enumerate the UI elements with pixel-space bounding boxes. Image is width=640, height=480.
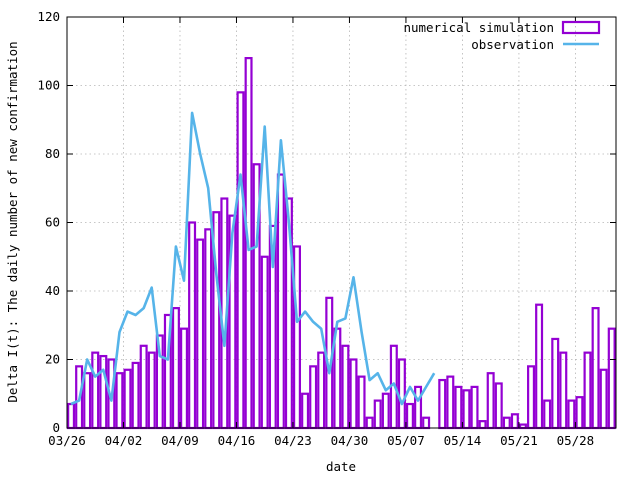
simulation-bar xyxy=(99,354,108,430)
simulation-bar xyxy=(478,420,487,430)
simulation-bar xyxy=(196,238,205,430)
x-tick-label: 04/30 xyxy=(331,433,369,448)
observation-line-layer xyxy=(70,111,436,406)
simulation-bar xyxy=(67,402,76,430)
simulation-bar xyxy=(115,372,124,430)
simulation-bar xyxy=(462,389,471,430)
x-tick-label: 04/09 xyxy=(161,433,199,448)
simulation-bar xyxy=(607,327,616,430)
legend: numerical simulation observation xyxy=(403,20,601,52)
simulation-bar xyxy=(301,392,310,430)
x-tick-label: 05/28 xyxy=(557,433,595,448)
observation-line xyxy=(70,111,436,406)
simulation-bar xyxy=(365,416,374,430)
simulation-bar xyxy=(260,255,269,430)
x-tick-label: 04/02 xyxy=(105,433,143,448)
x-tick-label: 05/14 xyxy=(444,433,482,448)
simulation-bar xyxy=(147,351,156,430)
simulation-bar xyxy=(171,307,180,430)
simulation-bar xyxy=(510,413,519,430)
legend-label-simulation: numerical simulation xyxy=(403,20,554,35)
simulation-bar xyxy=(139,344,148,430)
tick-labels: 0 20 40 60 80 100 120 03/26 04/02 04/09 04/16 04/23… xyxy=(37,9,594,448)
x-tick-label: 04/16 xyxy=(218,433,256,448)
simulation-bar xyxy=(91,351,100,430)
simulation-bar xyxy=(446,375,455,430)
simulation-bar xyxy=(502,416,511,430)
simulation-bar xyxy=(204,228,213,430)
simulation-bar xyxy=(575,396,584,430)
simulation-bar xyxy=(543,399,552,430)
simulation-bar xyxy=(188,221,197,430)
legend-label-observation: observation xyxy=(471,37,554,52)
simulation-bar xyxy=(422,416,431,430)
x-tick-label: 03/26 xyxy=(48,433,86,448)
simulation-bar xyxy=(83,372,92,430)
y-tick-label: 120 xyxy=(37,9,60,24)
simulation-bar xyxy=(381,392,390,430)
simulation-bar xyxy=(292,245,302,430)
gridlines xyxy=(67,17,616,428)
y-tick-label: 80 xyxy=(45,146,60,161)
y-tick-label: 20 xyxy=(45,352,60,367)
y-tick-label: 0 xyxy=(52,420,60,435)
simulation-bar xyxy=(317,351,326,430)
simulation-bar xyxy=(486,372,495,430)
legend-swatch-simulation xyxy=(561,20,601,35)
simulation-bar xyxy=(131,361,140,430)
simulation-bar xyxy=(583,351,592,430)
simulation-bar xyxy=(535,303,544,430)
x-tick-label: 04/23 xyxy=(274,433,312,448)
simulation-bar xyxy=(309,365,318,430)
simulation-bar xyxy=(494,382,503,430)
simulation-bar xyxy=(438,378,447,430)
x-axis-label: date xyxy=(326,459,356,474)
simulation-bar xyxy=(333,327,342,430)
simulation-bar xyxy=(405,402,414,430)
simulation-bar xyxy=(236,91,245,430)
simulation-bar xyxy=(373,399,382,430)
simulation-bar xyxy=(470,385,479,430)
simulation-bar xyxy=(397,358,406,430)
simulation-bars xyxy=(67,56,616,430)
simulation-bar xyxy=(414,385,423,430)
simulation-bar xyxy=(559,351,568,430)
simulation-bar xyxy=(454,385,463,430)
simulation-bar xyxy=(341,344,350,430)
simulation-bar xyxy=(567,399,576,430)
y-tick-label: 60 xyxy=(45,215,60,230)
x-tick-label: 05/07 xyxy=(387,433,425,448)
simulation-bar xyxy=(180,327,189,430)
simulation-bar xyxy=(276,173,285,430)
simulation-bar xyxy=(349,358,358,430)
x-tick-label: 05/21 xyxy=(500,433,538,448)
simulation-bar xyxy=(527,365,536,430)
y-tick-label: 100 xyxy=(37,78,60,93)
simulation-bar xyxy=(357,375,366,430)
simulation-bar xyxy=(591,307,600,430)
simulation-bar xyxy=(599,368,608,430)
simulation-bar xyxy=(518,423,527,430)
simulation-bar xyxy=(551,337,560,430)
y-tick-label: 40 xyxy=(45,283,60,298)
y-axis-label: Delta I(t): The daily number of new conf… xyxy=(5,41,20,402)
simulation-bar xyxy=(123,368,132,430)
axis-ticks xyxy=(66,16,616,429)
